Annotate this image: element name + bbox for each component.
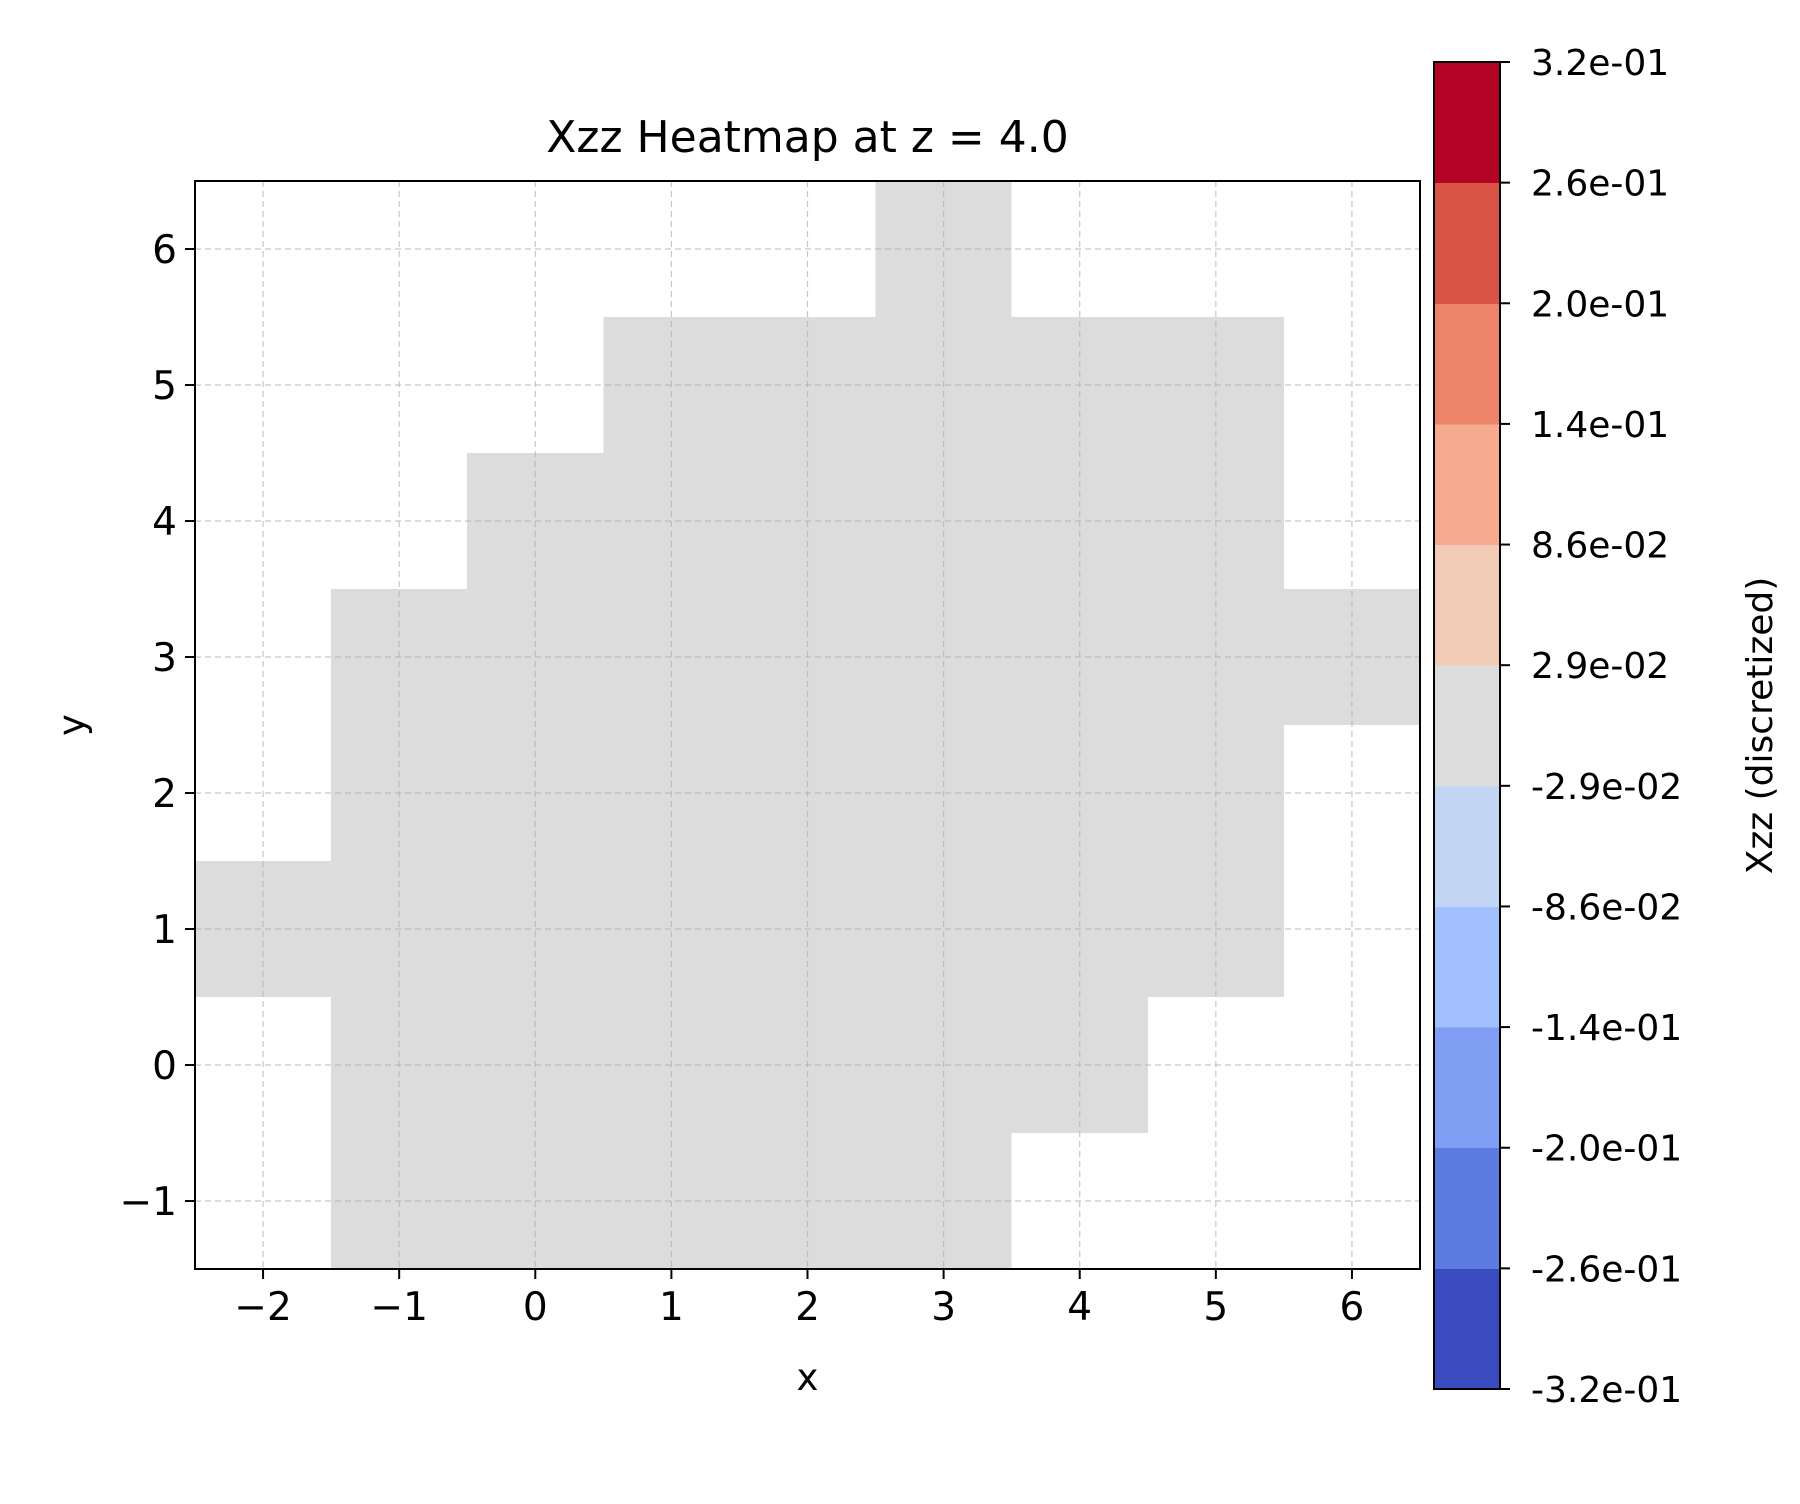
colorbar-band: [1434, 1268, 1500, 1390]
y-tick-label: 3: [152, 636, 177, 681]
x-tick-label: 1: [659, 1285, 684, 1330]
colorbar-tick-label: 2.0e-01: [1531, 284, 1669, 325]
x-tick-label: 6: [1340, 1285, 1365, 1330]
y-tick-label: −1: [120, 1180, 178, 1225]
colorbar-band: [1434, 906, 1500, 1028]
colorbar-ticks: -3.2e-01 -2.6e-01 -2.0e-01 -1.4e-01 -8.6e-02…: [1500, 43, 1682, 1411]
x-tick-label: −1: [370, 1285, 428, 1330]
colorbar-tick-label: 2.9e-02: [1531, 646, 1669, 687]
y-tick-label: 0: [152, 1044, 177, 1089]
y-tick-label: 6: [152, 228, 177, 273]
colorbar-band: [1434, 423, 1500, 546]
colorbar-band: [1434, 1147, 1500, 1269]
x-axis-label: x: [797, 1356, 819, 1399]
y-tick-label: 4: [152, 500, 177, 545]
x-tick-label: −2: [234, 1285, 292, 1330]
x-axis-ticks: −2 −1 0 1 2 3 4 5 6: [234, 1269, 1364, 1330]
colorbar-tick-label: -2.9e-02: [1531, 767, 1682, 808]
colorbar-tick-label: 2.6e-01: [1531, 164, 1669, 205]
y-tick-label: 1: [152, 908, 177, 953]
colorbar-frame: [1433, 61, 1501, 1390]
colorbar-band: [1434, 303, 1500, 425]
colorbar-tick-label: -2.0e-01: [1531, 1129, 1682, 1170]
y-axis-ticks: −1 0 1 2 3 4 5 6: [120, 228, 195, 1225]
colorbar-label: Xzz (discretized): [1740, 577, 1781, 875]
colorbar-band: [1434, 544, 1500, 666]
colorbar-tick-label: -3.2e-01: [1531, 1370, 1682, 1411]
x-tick-label: 5: [1203, 1285, 1228, 1330]
x-tick-label: 3: [931, 1285, 956, 1330]
colorbar-tick-label: -1.4e-01: [1531, 1008, 1682, 1049]
colorbar-band: [1434, 665, 1500, 787]
grid-lines: [195, 181, 1420, 1269]
colorbar-tick-label: 3.2e-01: [1531, 43, 1669, 84]
colorbar-band: [1434, 1027, 1500, 1149]
colorbar-band: [1434, 785, 1500, 907]
colorbar-tick-label: 1.4e-01: [1531, 405, 1669, 446]
colorbar-band: [1434, 62, 1500, 184]
colorbar: [1434, 62, 1500, 1390]
x-tick-label: 0: [523, 1285, 548, 1330]
y-tick-label: 2: [152, 772, 177, 817]
y-axis-label: y: [50, 714, 93, 736]
x-tick-label: 4: [1067, 1285, 1092, 1330]
y-tick-label: 5: [152, 364, 177, 409]
x-tick-label: 2: [795, 1285, 820, 1330]
chart-title: Xzz Heatmap at z = 4.0: [546, 112, 1069, 163]
colorbar-tick-label: 8.6e-02: [1531, 526, 1669, 567]
colorbar-band: [1434, 182, 1500, 304]
colorbar-tick-label: -8.6e-02: [1531, 887, 1682, 928]
colorbar-tick-label: -2.6e-01: [1531, 1249, 1682, 1290]
